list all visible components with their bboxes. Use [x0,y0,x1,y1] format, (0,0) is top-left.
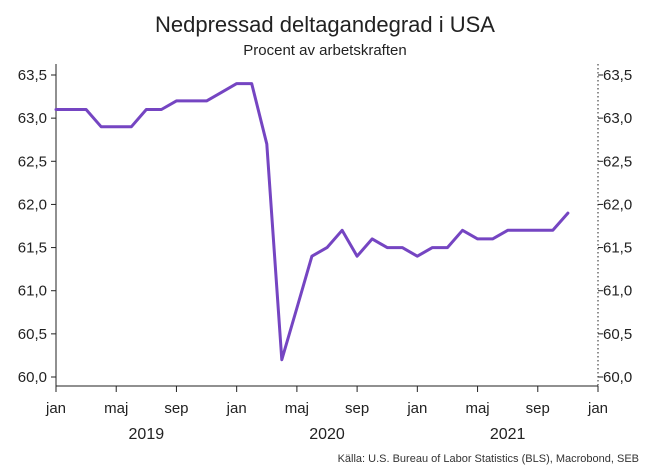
y-tick-label-left: 62,5 [18,153,47,170]
y-tick-label-right: 60,5 [603,326,632,343]
axis-ticks [51,74,603,392]
y-tick-label-left: 61,0 [18,283,47,300]
y-tick-label-right: 61,5 [603,240,632,257]
x-tick-label: sep [526,400,550,417]
y-tick-label-right: 61,0 [603,283,632,300]
year-label: 2019 [129,426,165,443]
x-tick-label: sep [345,400,369,417]
axis-labels: 60,0 60,0 60,5 60,5 61,0 61,0 61,5 61,5 62,0 62,0… [18,67,632,443]
y-tick-label-left: 62,0 [18,196,47,213]
x-tick-label: maj [465,400,489,417]
y-tick-label-left: 63,0 [18,110,47,127]
x-tick-label: maj [104,400,128,417]
x-tick-label: maj [285,400,309,417]
y-tick-label-left: 61,5 [18,240,47,257]
x-tick-label: jan [406,400,427,417]
y-tick-label-left: 60,0 [18,369,47,386]
x-tick-label: jan [587,400,608,417]
series-line [54,82,570,362]
year-label: 2020 [309,426,345,443]
chart-title: Nedpressad deltagandegrad i USA [155,12,495,37]
year-label: 2021 [490,426,526,443]
y-tick-label-right: 60,0 [603,369,632,386]
y-tick-label-right: 63,5 [603,67,632,84]
y-tick-label-right: 63,0 [603,110,632,127]
y-tick-label-right: 62,5 [603,153,632,170]
x-tick-label: jan [45,400,66,417]
y-tick-label-left: 63,5 [18,67,47,84]
x-tick-label: sep [164,400,188,417]
y-tick-label-right: 62,0 [603,196,632,213]
y-tick-label-left: 60,5 [18,326,47,343]
chart-subtitle: Procent av arbetskraften [243,42,406,59]
x-tick-label: jan [226,400,247,417]
source-note: Källa: U.S. Bureau of Labor Statistics (… [338,453,639,465]
